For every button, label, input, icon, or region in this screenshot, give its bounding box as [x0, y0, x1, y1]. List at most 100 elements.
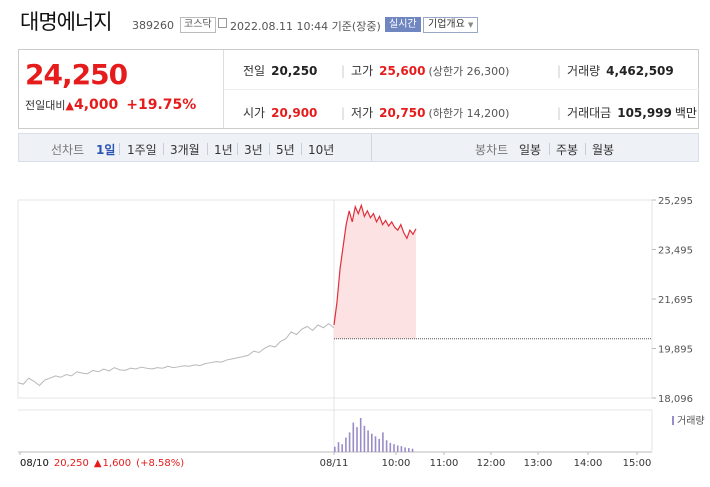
prev-change: 1,600	[102, 458, 132, 469]
volume-bar	[352, 422, 355, 452]
stat-prev-close: 전일 20,250	[243, 62, 317, 79]
market-badge: 코스닥	[180, 17, 216, 33]
tab-monthly[interactable]: 월봉	[592, 143, 615, 157]
price-change: 전일대비▲4,000 +19.75%	[25, 97, 196, 113]
volume-bar	[337, 442, 340, 452]
volume-bar	[396, 445, 399, 452]
stat-value: 4,462,509	[606, 64, 674, 78]
tab-weekly[interactable]: 주봉	[556, 143, 579, 157]
as-of-time: 2022.08.11 10:44 기준(장중)	[230, 20, 381, 33]
change-percent: +19.75%	[126, 97, 197, 113]
volume-bar	[341, 444, 343, 452]
candle-chart-label: 봉차트	[475, 143, 509, 157]
volume-bar	[345, 437, 347, 452]
volume-bar	[348, 432, 351, 452]
tab-5year[interactable]: 5년	[276, 143, 295, 157]
x-axis-labels: 08/10 08/11 10:00 11:00 12:00 13:00 14:00 15:00	[19, 452, 651, 469]
x-tick-label: 10:00	[382, 458, 411, 469]
volume-bar	[408, 448, 410, 452]
volume-bar	[385, 440, 388, 452]
stat-value: 20,900	[271, 106, 318, 120]
company-info-dropdown[interactable]: 기업개요 ▼	[423, 17, 479, 33]
up-arrow-icon: ▲	[65, 99, 74, 112]
divider	[549, 143, 550, 155]
volume-legend-label: 거래량	[677, 415, 705, 427]
divider	[163, 143, 164, 155]
change-value: 4,000	[73, 97, 119, 113]
x-tick-label: 11:00	[430, 458, 459, 469]
stat-low: | 저가 20,750 (하한가 14,200)	[341, 106, 510, 120]
x-tick-label: 13:00	[524, 458, 553, 469]
price-summary: 24,250 전일대비▲4,000 +19.75% 전일 20,250 | 고가 25,…	[18, 49, 699, 129]
x-tick-label: 08/10	[20, 458, 49, 469]
volume-bar	[404, 447, 406, 452]
volume-bars: 거래량	[334, 415, 705, 452]
volume-bar	[374, 436, 377, 452]
x-tick-label: 14:00	[574, 458, 603, 469]
tab-1day[interactable]: 1일	[96, 143, 116, 157]
stat-label: 거래량	[567, 64, 601, 78]
stat-high: | 고가 25,600 (상한가 26,300)	[341, 64, 510, 78]
y-tick-label: 21,695	[658, 295, 693, 306]
line-chart-label: 선차트	[51, 143, 85, 157]
y-tick-label: 23,495	[658, 246, 693, 257]
volume-bar	[356, 427, 358, 452]
tab-10year[interactable]: 10년	[308, 143, 335, 157]
up-arrow-icon: ▲	[93, 458, 102, 469]
divider	[371, 134, 372, 161]
divider	[269, 143, 270, 155]
tab-1week[interactable]: 1주일	[127, 143, 157, 157]
chart-lines	[17, 203, 652, 387]
realtime-button[interactable]: 실시간	[385, 17, 421, 32]
x-tick-label: 12:00	[477, 458, 506, 469]
upper-limit: (상한가 26,300)	[428, 65, 510, 78]
stat-label: 저가	[351, 106, 374, 120]
volume-bar	[411, 448, 414, 452]
prev-change-pct: (+8.58%)	[136, 458, 185, 469]
today-series-line	[333, 203, 417, 326]
stat-value: 25,600	[379, 64, 426, 78]
stat-value: 105,999	[617, 106, 672, 120]
tab-1year[interactable]: 1년	[214, 143, 233, 157]
y-axis-labels: 25,295 23,495 21,695 19,895 18,096	[652, 196, 693, 405]
y-tick-label: 18,096	[658, 394, 693, 405]
stat-unit: 백만	[674, 106, 697, 120]
tab-daily[interactable]: 일봉	[519, 143, 542, 157]
stat-value: 20,750	[379, 106, 426, 120]
stat-label: 시가	[243, 106, 266, 120]
volume-bar	[378, 438, 380, 452]
volume-bar	[400, 446, 403, 452]
chart-tab-bar: 선차트 1일 1주일 3개월 1년 3년 5년 10년 봉차트 일봉 주봉 월봉	[18, 133, 699, 162]
tab-3year[interactable]: 3년	[244, 143, 263, 157]
stat-label: 고가	[351, 64, 374, 78]
divider	[207, 143, 208, 155]
volume-legend-swatch	[672, 416, 674, 425]
calendar-icon	[218, 18, 227, 28]
prev-date: 08/10	[20, 458, 49, 469]
today-area-fill	[334, 205, 416, 339]
divider	[237, 143, 238, 155]
y-tick-label: 19,895	[658, 345, 693, 356]
volume-bar	[367, 430, 369, 452]
change-label: 전일대비	[25, 99, 66, 112]
stat-volume: | 거래량 4,462,509	[557, 64, 674, 78]
stock-code: 389260	[132, 19, 174, 32]
chevron-down-icon: ▼	[468, 21, 474, 29]
volume-bar	[393, 444, 395, 452]
tab-3month[interactable]: 3개월	[170, 143, 200, 157]
divider	[301, 143, 302, 155]
volume-bar	[371, 433, 373, 452]
stat-open: 시가 20,900	[243, 104, 317, 121]
stat-label: 전일	[243, 64, 266, 78]
volume-bar	[334, 446, 336, 452]
volume-bar	[382, 432, 384, 452]
volume-bar	[359, 418, 362, 452]
stock-header: 대명에너지 389260 코스닥 2022.08.11 10:44 기준(장중)…	[0, 0, 710, 40]
chart-area	[334, 205, 416, 339]
divider	[119, 143, 120, 155]
lower-limit: (하한가 14,200)	[428, 107, 510, 120]
stat-value: 20,250	[271, 64, 318, 78]
current-price: 24,250	[25, 58, 128, 91]
prev-close: 20,250	[53, 458, 89, 469]
